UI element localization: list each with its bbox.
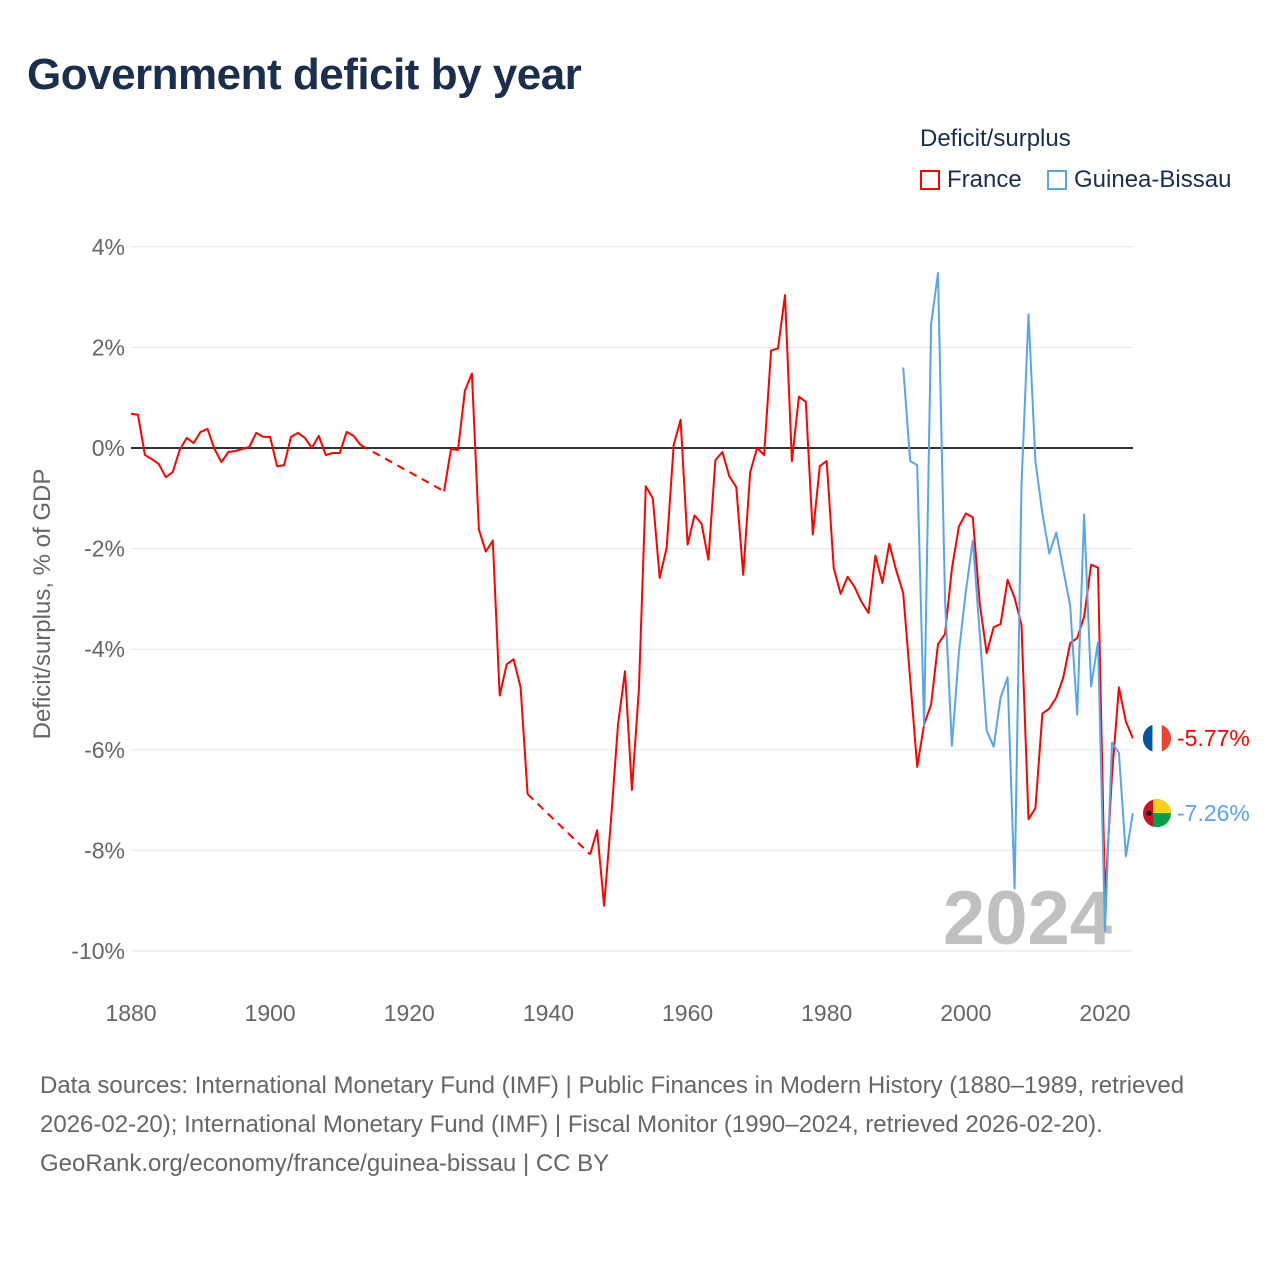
end-label-guinea-bissau: -7.26% [1177, 800, 1250, 826]
footer: Data sources: International Monetary Fun… [40, 1066, 1240, 1183]
year-watermark: 2024 [943, 876, 1112, 961]
legend-label-guinea-bissau: Guinea-Bissau [1074, 166, 1232, 193]
y-tick-label: -8% [84, 837, 125, 863]
x-tick-label: 1980 [801, 1000, 852, 1026]
y-tick-label: -10% [71, 938, 125, 964]
y-tick-label: -2% [84, 536, 125, 562]
y-tick-label: 0% [92, 435, 125, 461]
x-tick-label: 1920 [384, 1000, 435, 1026]
legend-label-france: France [947, 166, 1022, 193]
series-line-guinea-bissau [902, 272, 1134, 932]
y-axis-title: Deficit/surplus, % of GDP [29, 469, 56, 740]
credit-link[interactable]: GeoRank.org/economy/france/guinea-bissau… [40, 1150, 610, 1177]
legend-item-france[interactable]: France [920, 166, 1022, 194]
series-line-france [130, 412, 362, 479]
series-line-france [443, 372, 529, 795]
series-gap-france [526, 793, 591, 856]
flag-guinea-bissau-icon [1143, 799, 1171, 828]
data-sources: Data sources: International Monetary Fun… [40, 1072, 1185, 1138]
x-tick-label: 2020 [1079, 1000, 1130, 1026]
x-tick-label: 1960 [662, 1000, 713, 1026]
y-tick-label: 2% [92, 334, 125, 360]
chart-title: Government deficit by year [27, 50, 582, 99]
legend-item-guinea-bissau[interactable]: Guinea-Bissau [1047, 166, 1231, 194]
x-tick-label: 1940 [523, 1000, 574, 1026]
flag-red-band [1161, 725, 1172, 752]
x-tick-label: 2000 [940, 1000, 991, 1026]
y-tick-label: -6% [84, 737, 125, 763]
legend-title: Deficit/surplus [920, 125, 1071, 152]
flag-blue-band [1142, 725, 1153, 752]
flag-france-icon [1142, 724, 1172, 753]
legend-swatch-france [920, 170, 940, 190]
x-tick-label: 1880 [105, 1000, 156, 1026]
x-tick-label: 1900 [245, 1000, 296, 1026]
flag-star [1146, 810, 1152, 816]
end-label-france: -5.77% [1177, 725, 1250, 751]
y-tick-label: 4% [92, 234, 125, 260]
series-gap-france [360, 444, 445, 493]
legend-swatch-guinea-bissau [1047, 170, 1067, 190]
y-tick-label: -4% [84, 636, 125, 662]
series-line-france [589, 294, 1134, 907]
